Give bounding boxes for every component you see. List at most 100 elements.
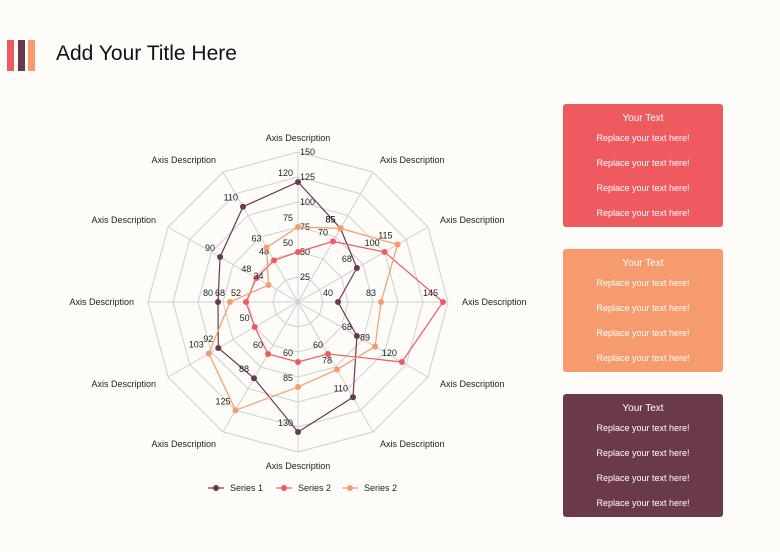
card-line: Replace your text here! bbox=[596, 208, 690, 218]
data-label: 34 bbox=[254, 271, 264, 281]
card-line: Replace your text here! bbox=[596, 328, 690, 338]
series-point bbox=[353, 333, 360, 339]
grid-spoke bbox=[297, 301, 374, 433]
card-title: Your Text bbox=[622, 113, 664, 124]
series-point bbox=[372, 343, 379, 350]
series-point bbox=[295, 179, 301, 185]
axis-label: Axis Description bbox=[380, 439, 445, 449]
grid-spoke bbox=[297, 301, 429, 378]
card-line: Replace your text here! bbox=[596, 278, 690, 288]
series-point bbox=[295, 429, 301, 435]
legend-label: Series 2 bbox=[298, 483, 331, 493]
data-label: 60 bbox=[313, 340, 323, 350]
card-title: Your Text bbox=[622, 258, 664, 269]
data-label: 89 bbox=[360, 333, 370, 343]
series-point bbox=[337, 225, 344, 232]
data-label: 115 bbox=[378, 231, 392, 241]
data-label: 63 bbox=[251, 233, 261, 243]
card-line: Replace your text here! bbox=[596, 158, 690, 168]
data-label: 80 bbox=[203, 288, 213, 298]
axis-label: Axis Description bbox=[266, 133, 331, 143]
series-point bbox=[334, 366, 340, 373]
series-point bbox=[295, 249, 301, 255]
series-point bbox=[243, 299, 249, 305]
tick-label: 25 bbox=[300, 272, 310, 282]
series-point bbox=[217, 254, 224, 260]
data-label: 40 bbox=[323, 288, 333, 298]
series-point bbox=[215, 299, 221, 305]
grid-spoke bbox=[297, 171, 374, 303]
axis-label: Axis Description bbox=[266, 461, 331, 471]
data-label: 50 bbox=[240, 313, 250, 323]
series-point bbox=[251, 375, 257, 382]
data-label: 100 bbox=[365, 238, 380, 248]
data-label: 83 bbox=[366, 288, 376, 298]
series-point bbox=[232, 407, 239, 414]
data-label: 88 bbox=[239, 364, 249, 374]
accent-bar-3 bbox=[28, 40, 35, 71]
series-point bbox=[394, 241, 401, 248]
tick-label: 50 bbox=[300, 247, 310, 257]
data-label: 120 bbox=[382, 348, 397, 358]
series-point bbox=[240, 203, 246, 210]
tick-label: 125 bbox=[300, 172, 315, 182]
legend-label: Series 2 bbox=[364, 483, 397, 493]
axis-label: Axis Description bbox=[380, 155, 445, 165]
axis-label: Axis Description bbox=[151, 155, 216, 165]
data-label: 60 bbox=[283, 348, 293, 358]
series-point bbox=[325, 350, 331, 357]
data-label: 48 bbox=[259, 246, 269, 256]
data-label: 110 bbox=[224, 193, 238, 203]
legend-marker bbox=[347, 485, 353, 491]
series-point bbox=[253, 275, 260, 281]
series-point bbox=[205, 350, 212, 357]
data-label: 52 bbox=[231, 288, 241, 298]
series-point bbox=[440, 299, 446, 305]
data-label: 68 bbox=[342, 254, 352, 264]
data-label: 60 bbox=[253, 340, 263, 350]
grid-spoke bbox=[297, 226, 429, 303]
card-line: Replace your text here! bbox=[596, 448, 690, 458]
series-point bbox=[381, 249, 388, 255]
series-point bbox=[398, 359, 405, 365]
text-card-2: Your Text Replace your text here! Replac… bbox=[563, 249, 723, 372]
axis-label: Axis Description bbox=[151, 439, 216, 449]
series-point bbox=[330, 238, 336, 245]
data-label: 50 bbox=[283, 238, 293, 248]
series-point bbox=[350, 394, 356, 401]
series-point bbox=[353, 265, 360, 271]
series-point bbox=[271, 257, 277, 264]
data-label: 68 bbox=[342, 322, 352, 332]
card-line: Replace your text here! bbox=[596, 423, 690, 433]
series-point bbox=[335, 299, 341, 305]
series-point bbox=[251, 324, 258, 330]
text-card-3: Your Text Replace your text here! Replac… bbox=[563, 394, 723, 517]
data-label: 78 bbox=[322, 356, 332, 366]
data-label: 130 bbox=[278, 418, 293, 428]
legend-label: Series 1 bbox=[230, 483, 263, 493]
data-label: 48 bbox=[241, 264, 251, 274]
axis-label: Axis Description bbox=[440, 379, 505, 389]
page-title: Add Your Title Here bbox=[56, 42, 237, 65]
series-point bbox=[295, 384, 301, 390]
data-label: 145 bbox=[423, 288, 438, 298]
tick-label: 100 bbox=[300, 197, 315, 207]
data-label: 85 bbox=[325, 214, 335, 224]
series-point bbox=[215, 345, 222, 351]
data-label: 85 bbox=[325, 214, 335, 224]
axis-label: Axis Description bbox=[91, 379, 156, 389]
card-line: Replace your text here! bbox=[596, 353, 690, 363]
grid-spoke bbox=[222, 171, 299, 303]
text-card-1: Your Text Replace your text here! Replac… bbox=[563, 104, 723, 227]
radar-chart: 25 50 75 100 125 150 Axis Description Axis Desc… bbox=[69, 133, 526, 493]
data-label: 68 bbox=[215, 288, 225, 298]
card-line: Replace your text here! bbox=[596, 473, 690, 483]
series-point bbox=[295, 359, 301, 365]
axis-label: Axis Description bbox=[91, 215, 156, 225]
card-title: Your Text bbox=[622, 403, 664, 414]
data-label: 75 bbox=[283, 213, 293, 223]
series-point bbox=[263, 244, 270, 251]
data-label: 90 bbox=[205, 243, 215, 253]
data-label: 85 bbox=[283, 373, 293, 383]
axis-label: Axis Description bbox=[440, 215, 505, 225]
